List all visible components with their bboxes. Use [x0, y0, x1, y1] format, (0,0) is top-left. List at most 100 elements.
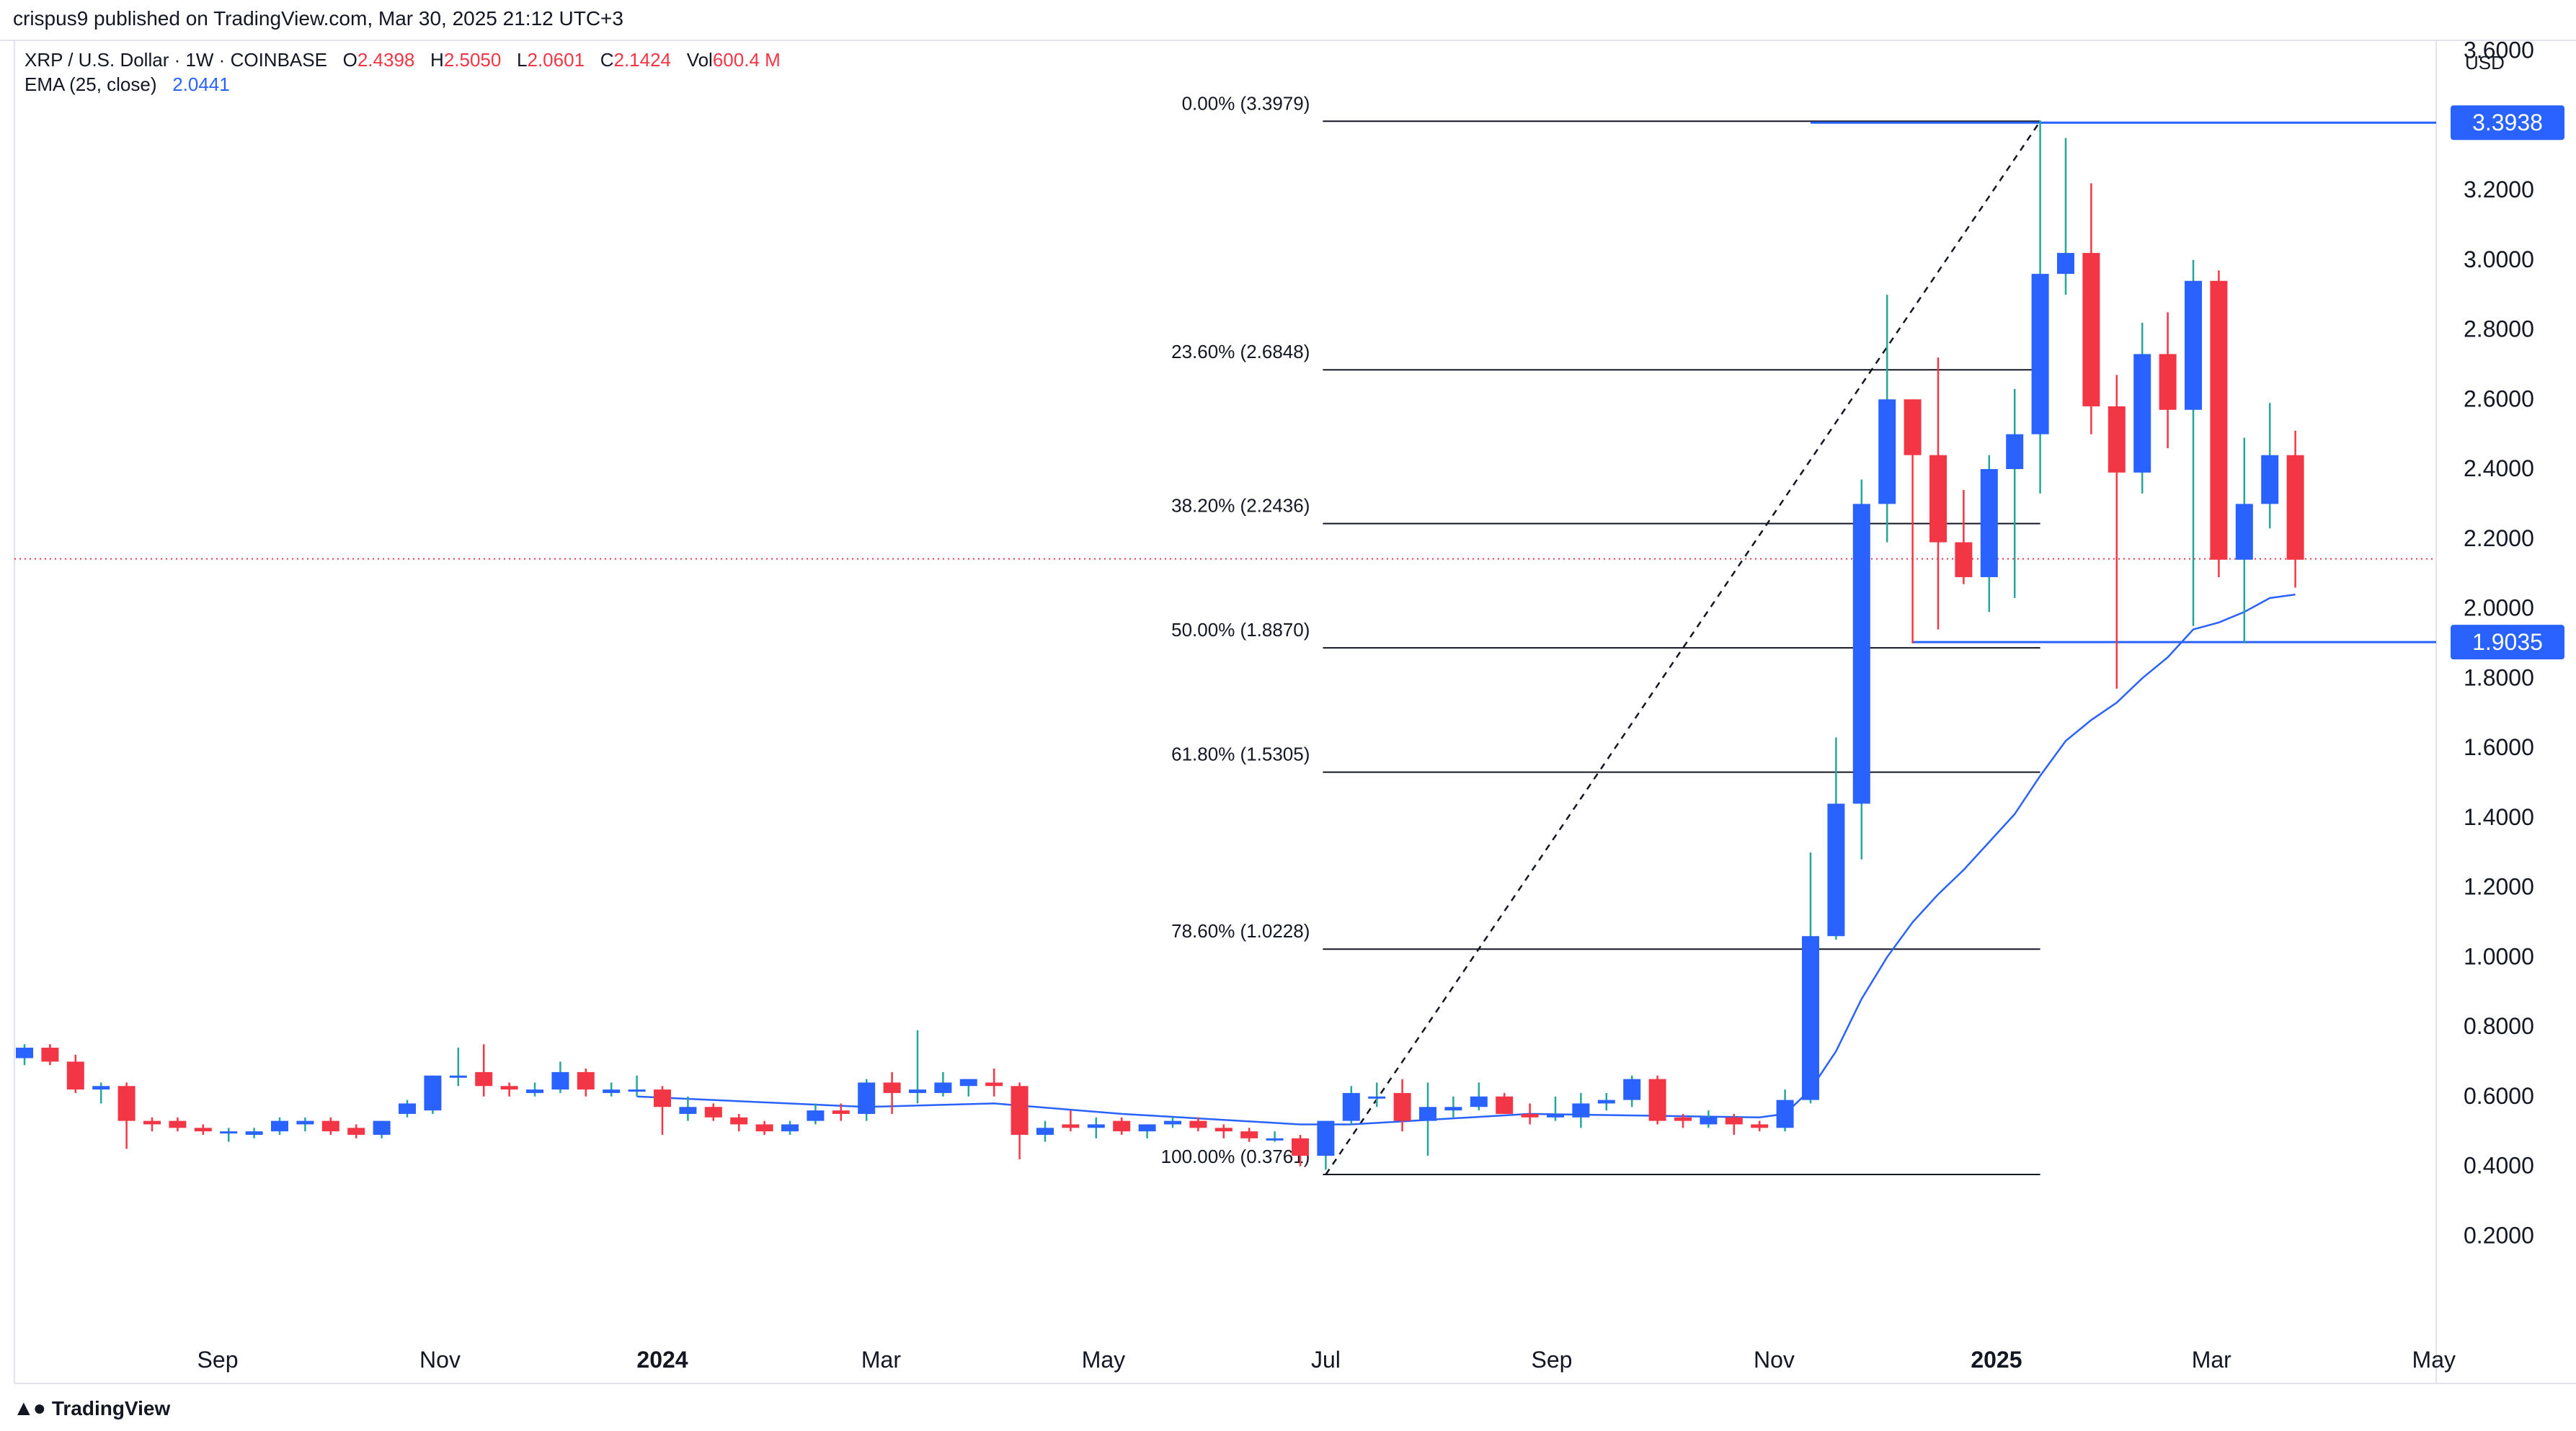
candle-up	[1597, 1100, 1615, 1104]
low-value: 2.0601	[527, 49, 585, 71]
candle-up	[1827, 803, 1845, 937]
candle-up	[271, 1120, 288, 1132]
candle-up	[679, 1107, 697, 1114]
candle-down	[143, 1120, 161, 1125]
y-tick-label: 0.6000	[2464, 1083, 2534, 1109]
fib-level-label: 100.00% (0.3761)	[1161, 1146, 1310, 1167]
price-label-box	[2451, 105, 2564, 141]
brand-name: TradingView	[51, 1397, 171, 1419]
candle-down	[1929, 455, 1947, 543]
candle-up	[1419, 1107, 1436, 1121]
y-tick-label: 1.2000	[2464, 874, 2534, 900]
symbol-label[interactable]: XRP / U.S. Dollar · 1W · COINBASE	[25, 49, 327, 71]
price-label-box	[2451, 625, 2564, 660]
y-tick-label: 3.6000	[2464, 37, 2534, 63]
candle-down	[1214, 1128, 1233, 1132]
y-tick-label: 0.8000	[2464, 1013, 2534, 1039]
candle-up	[781, 1124, 799, 1132]
y-tick-label: 2.8000	[2464, 316, 2534, 342]
ema-row[interactable]: EMA (25, close) 2.0441	[25, 72, 781, 97]
candle-up	[1470, 1096, 1488, 1107]
x-tick-label: Sep	[1531, 1347, 1572, 1373]
candle-up	[628, 1089, 646, 1092]
candle-down	[2210, 280, 2228, 560]
candle-up	[1036, 1128, 1054, 1135]
y-tick-label: 0.2000	[2464, 1222, 2534, 1248]
candle-down	[1521, 1113, 1539, 1118]
price-label-text: 1.9035	[2472, 629, 2543, 655]
fib-level-label: 50.00% (1.8870)	[1171, 619, 1310, 641]
candle-up	[449, 1075, 467, 1078]
y-tick-label: 1.6000	[2464, 734, 2534, 760]
y-tick-label: 1.0000	[2464, 943, 2534, 969]
y-tick-label: 2.4000	[2464, 455, 2534, 481]
tradingview-brand[interactable]: ▲● TradingView	[13, 1396, 170, 1421]
candle-down	[883, 1082, 901, 1093]
candle-up	[1317, 1120, 1335, 1156]
candle-down	[41, 1048, 59, 1062]
x-tick-label: May	[2412, 1347, 2456, 1373]
candle-down	[704, 1107, 722, 1118]
candle-down	[730, 1117, 748, 1125]
candle-up	[220, 1131, 238, 1134]
x-tick-label: Mar	[861, 1347, 901, 1373]
candle-up	[2261, 455, 2279, 504]
candle-up	[1342, 1092, 1360, 1121]
candle-up	[603, 1089, 621, 1093]
candle-down	[755, 1124, 773, 1132]
x-tick-label: Mar	[2192, 1347, 2231, 1373]
candle-down	[1648, 1079, 1666, 1121]
candle-up	[1623, 1079, 1641, 1100]
candle-up	[2185, 280, 2202, 410]
high-value: 2.5050	[443, 49, 502, 71]
y-tick-label: 2.2000	[2464, 525, 2534, 551]
candle-up	[2133, 354, 2151, 473]
candle-up	[92, 1086, 110, 1090]
candle-down	[2108, 406, 2126, 473]
candle-up	[1980, 469, 1998, 577]
candle-up	[1700, 1117, 1718, 1125]
fib-level-label: 23.60% (2.6848)	[1171, 341, 1310, 362]
candle-down	[321, 1120, 339, 1132]
candle-up	[2235, 504, 2253, 560]
close-value: 2.1424	[613, 49, 672, 71]
candle-down	[1725, 1117, 1743, 1125]
published-info: crispus9 published on TradingView.com, M…	[13, 7, 623, 30]
candle-up	[1138, 1124, 1156, 1132]
candle-up	[16, 1048, 33, 1058]
tradingview-logo-icon: ▲●	[13, 1396, 46, 1420]
candle-up	[1776, 1100, 1794, 1128]
fib-level-label: 61.80% (1.5305)	[1171, 744, 1310, 765]
candle-up	[1164, 1120, 1181, 1125]
candle-down	[1113, 1120, 1131, 1132]
x-tick-label: 2024	[636, 1347, 688, 1373]
candle-down	[2159, 354, 2177, 410]
price-label-text: 3.3938	[2472, 110, 2543, 135]
candle-down	[1955, 542, 1973, 577]
chart-legend: XRP / U.S. Dollar · 1W · COINBASE O2.439…	[25, 48, 781, 97]
x-tick-label: May	[1082, 1347, 1125, 1373]
volume-value: 600.4 M	[712, 49, 781, 71]
candle-up	[526, 1089, 543, 1093]
y-tick-label: 0.4000	[2464, 1153, 2534, 1179]
candle-up	[1087, 1124, 1105, 1128]
candle-down	[194, 1128, 212, 1132]
candle-down	[2286, 455, 2304, 560]
candle-up	[296, 1120, 314, 1125]
candle-up	[858, 1082, 876, 1114]
y-tick-label: 2.0000	[2464, 595, 2534, 621]
y-tick-label: 1.4000	[2464, 804, 2534, 830]
y-tick-label: 2.6000	[2464, 385, 2534, 411]
open-value: 2.4398	[357, 49, 415, 71]
x-tick-label: Nov	[419, 1347, 461, 1373]
candle-down	[1189, 1120, 1207, 1128]
candle-down	[1062, 1124, 1080, 1128]
candle-up	[2031, 274, 2049, 434]
candle-down	[1240, 1131, 1258, 1138]
y-tick-label: 3.2000	[2464, 177, 2534, 202]
candle-down	[500, 1086, 518, 1090]
candle-down	[66, 1061, 84, 1090]
x-tick-label: Nov	[1754, 1347, 1795, 1373]
candle-up	[245, 1131, 263, 1135]
